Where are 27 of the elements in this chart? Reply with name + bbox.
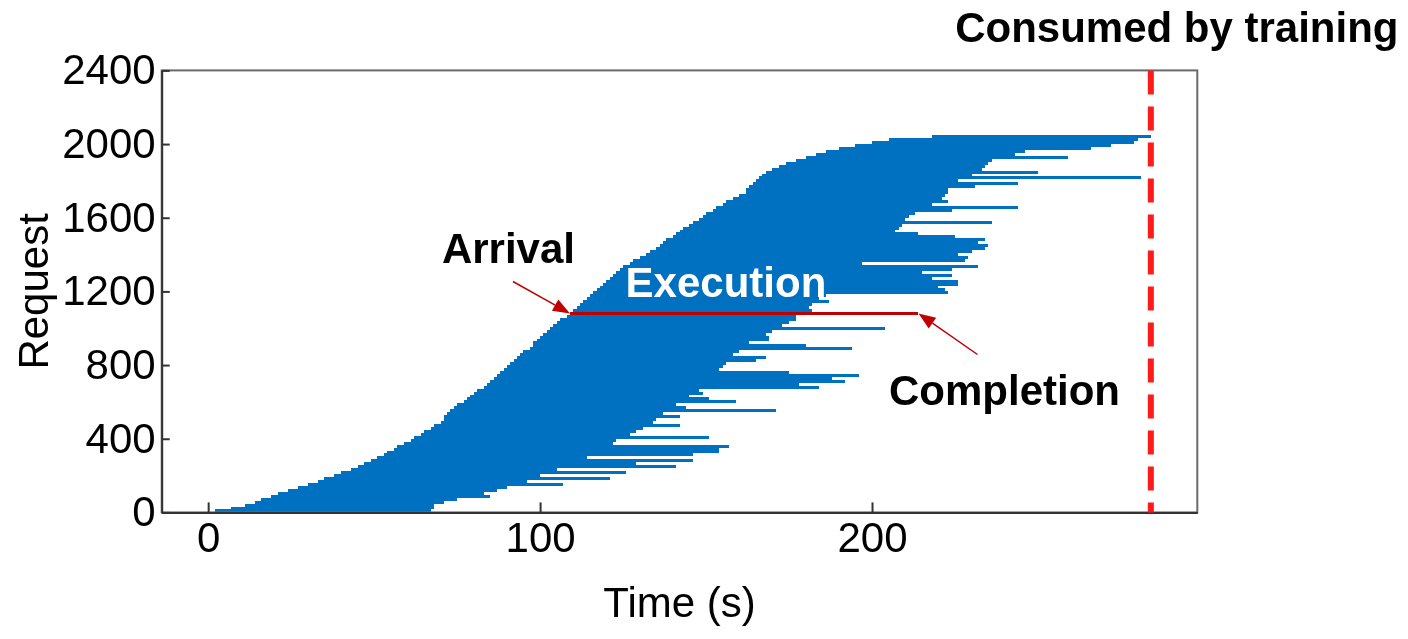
bar <box>569 312 919 315</box>
bar <box>759 176 1141 180</box>
bar <box>450 409 776 413</box>
x-tick-label: 200 <box>837 514 908 562</box>
bar <box>397 444 730 448</box>
x-tick-label: 0 <box>196 514 221 562</box>
y-tick-label: 1600 <box>62 193 156 241</box>
y-tick-label: 2000 <box>62 120 156 168</box>
x-tick-label: 100 <box>505 514 576 562</box>
bar <box>623 264 979 268</box>
bar <box>573 309 813 313</box>
ref-line-label: Consumed by training <box>955 4 1399 51</box>
y-tick-label: 800 <box>85 341 156 389</box>
y-tick-label: 2400 <box>62 46 156 94</box>
x-axis-title: Time (s) <box>603 579 756 626</box>
annotation: Completion <box>888 366 1120 414</box>
bar <box>413 435 710 439</box>
bar <box>633 258 965 262</box>
bar <box>765 170 1038 174</box>
y-axis-title: Request <box>10 212 57 370</box>
y-tick-label: 1200 <box>62 267 156 315</box>
annotation: Execution <box>625 258 827 306</box>
bar <box>550 326 886 330</box>
bar <box>692 220 992 224</box>
annotation: Arrival <box>441 224 575 272</box>
bar <box>716 205 1019 209</box>
y-tick-label: 400 <box>85 414 156 462</box>
